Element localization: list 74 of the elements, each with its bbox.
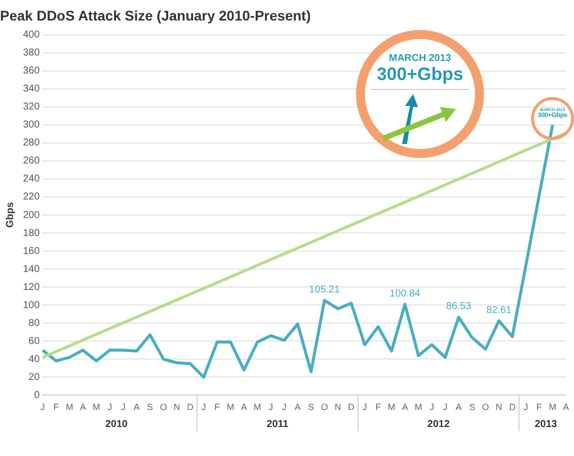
x-tick-label: S bbox=[147, 402, 154, 412]
x-tick-label: J bbox=[120, 402, 126, 412]
x-tick-label: J bbox=[282, 402, 286, 412]
y-tick-label: 320 bbox=[22, 102, 40, 113]
x-tick-label: J bbox=[523, 402, 528, 412]
y-tick-label: 220 bbox=[22, 192, 40, 203]
y-tick-label: 360 bbox=[22, 66, 40, 77]
text: 2012 bbox=[427, 419, 450, 430]
data-label: 105.21 bbox=[309, 284, 340, 296]
x-tick-label: A bbox=[294, 402, 301, 412]
x-tick-label: M bbox=[92, 402, 100, 412]
y-tick-label: 200 bbox=[22, 210, 40, 221]
x-tick-label: D bbox=[348, 402, 356, 412]
y-tick-label: 300 bbox=[22, 120, 40, 131]
x-tick-label: A bbox=[240, 402, 247, 412]
x-tick-label: N bbox=[174, 402, 180, 412]
y-tick-label: 20 bbox=[28, 372, 40, 383]
y-axis-title: Gbps bbox=[4, 202, 16, 228]
x-tick-label: A bbox=[456, 402, 462, 412]
x-tick-label: M bbox=[548, 402, 556, 412]
y-tick-label: 0 bbox=[34, 390, 40, 401]
x-tick-label: F bbox=[214, 402, 220, 412]
y-tick-label: 260 bbox=[22, 156, 40, 167]
y-tick-label: 120 bbox=[22, 282, 40, 293]
x-tick-label: J bbox=[430, 402, 434, 412]
x-tick-label: A bbox=[80, 402, 86, 412]
data-label: 86.53 bbox=[446, 301, 472, 312]
x-tick-label: D bbox=[187, 402, 194, 412]
magnifier-callout: MARCH 2013 300+Gbps bbox=[356, 30, 484, 158]
x-tick-label: J bbox=[201, 402, 206, 412]
x-tick-label: N bbox=[334, 402, 342, 412]
y-tick-label: 280 bbox=[22, 138, 40, 149]
y-tick-label: 340 bbox=[22, 84, 40, 95]
x-tick-label: M bbox=[66, 402, 74, 412]
x-tick-label: F bbox=[53, 402, 60, 412]
x-tick-label: M bbox=[254, 402, 262, 412]
x-tick-label: A bbox=[134, 402, 140, 412]
x-tick-label: S bbox=[308, 402, 314, 412]
text: 2010 bbox=[105, 419, 128, 430]
y-tick-label: 400 bbox=[22, 30, 40, 41]
y-tick-label: 160 bbox=[22, 246, 40, 257]
x-tick-label: O bbox=[482, 402, 489, 412]
y-tick-label: 80 bbox=[28, 318, 40, 329]
y-tick-label: 100 bbox=[22, 300, 40, 311]
x-tick-label: A bbox=[402, 402, 408, 412]
x-tick-label: O bbox=[320, 402, 328, 412]
y-tick-label: 60 bbox=[28, 336, 40, 347]
x-tick-label: A bbox=[562, 402, 570, 412]
x-tick-label: M bbox=[226, 402, 234, 412]
x-tick-label: M bbox=[414, 402, 422, 412]
x-tick-label: J bbox=[362, 402, 367, 412]
data-label: 82.61 bbox=[486, 304, 512, 316]
annotation: 300+Gbps bbox=[371, 64, 469, 90]
x-tick-label: J bbox=[40, 402, 45, 412]
y-tick-label: 380 bbox=[22, 48, 40, 59]
chart-title: Peak DDoS Attack Size (January 2010-Present) bbox=[0, 7, 311, 24]
x-tick-label: F bbox=[375, 402, 382, 412]
x-tick-label: M bbox=[388, 402, 396, 412]
x-tick-label: J bbox=[108, 402, 112, 412]
annotation: MARCH 2013 bbox=[388, 53, 452, 64]
x-tick-label: D bbox=[509, 402, 516, 412]
x-tick-label: S bbox=[469, 402, 476, 412]
y-tick-label: 140 bbox=[22, 264, 40, 275]
text: 2011 bbox=[266, 419, 289, 430]
x-tick-label: J bbox=[268, 402, 274, 412]
y-tick-label: 180 bbox=[22, 228, 40, 239]
x-tick-label: J bbox=[442, 402, 448, 412]
x-tick-label: F bbox=[536, 402, 542, 412]
y-tick-label: 40 bbox=[28, 354, 40, 365]
data-label: 100.84 bbox=[390, 288, 421, 300]
x-tick-label: O bbox=[160, 402, 167, 412]
x-tick-label: N bbox=[496, 402, 502, 412]
text: 2013 bbox=[534, 419, 558, 430]
y-tick-label: 240 bbox=[22, 174, 40, 185]
